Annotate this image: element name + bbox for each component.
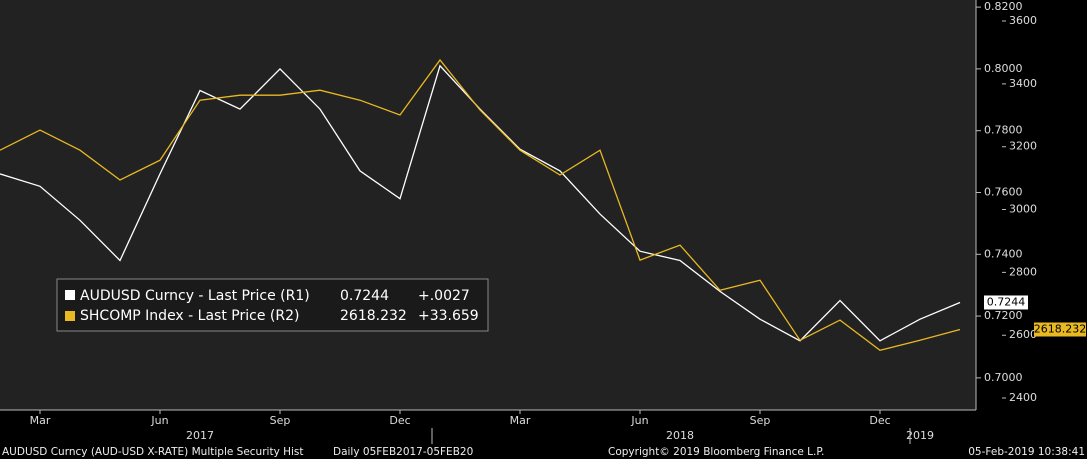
footer-text: Daily 05FEB2017-05FEB20 xyxy=(333,446,473,458)
legend-label: SHCOMP Index - Last Price (R2) xyxy=(80,308,299,324)
y-tick-label: 0.7000 xyxy=(984,371,1023,384)
legend-value: 2618.232 xyxy=(340,308,407,324)
last-value-tag xyxy=(1034,322,1086,337)
x-tick-label: Dec xyxy=(869,414,890,427)
x-year-label: 2019 xyxy=(906,429,934,442)
legend-value: 0.7244 xyxy=(340,288,389,304)
x-tick-label: Dec xyxy=(389,414,410,427)
y2-tick-label: 3200 xyxy=(1009,140,1037,153)
x-year-label: 2018 xyxy=(666,429,694,442)
series-line xyxy=(0,58,961,352)
x-tick-label: Jun xyxy=(630,414,648,427)
x-tick-label: Sep xyxy=(270,414,291,427)
y2-tick-label: 2800 xyxy=(1009,265,1037,278)
footer-text: Copyright© 2019 Bloomberg Finance L.P. xyxy=(608,446,824,458)
last-value-label: 0.7244 xyxy=(987,295,1026,308)
footer-text: 05-Feb-2019 10:38:41 xyxy=(968,446,1085,458)
x-year-label: 2017 xyxy=(186,429,214,442)
y-tick-label: 0.8000 xyxy=(984,62,1023,75)
plot-area xyxy=(0,0,976,410)
y2-tick-label: 3400 xyxy=(1009,77,1037,90)
legend-swatch xyxy=(65,311,75,321)
last-value-tag xyxy=(984,295,1028,310)
y-tick-label: 0.7600 xyxy=(984,185,1023,198)
y-tick-label: 0.7400 xyxy=(984,247,1023,260)
x-tick-label: Jun xyxy=(150,414,168,427)
legend-change: +33.659 xyxy=(418,308,479,324)
legend-label: AUDUSD Curncy - Last Price (R1) xyxy=(80,288,310,304)
y-tick-label: 0.7800 xyxy=(984,124,1023,137)
y2-tick-label: 2600 xyxy=(1009,328,1037,341)
x-tick-label: Sep xyxy=(750,414,771,427)
legend-swatch xyxy=(65,290,75,300)
footer-text: AUDUSD Curncy (AUD-USD X-RATE) Multiple … xyxy=(2,446,304,458)
y-tick-label: 0.8200 xyxy=(984,0,1023,13)
y-tick-label: 0.7200 xyxy=(984,309,1023,322)
y2-tick-label: 3000 xyxy=(1009,203,1037,216)
last-value-label: 2618.232 xyxy=(1034,322,1087,335)
y2-tick-label: 3600 xyxy=(1009,14,1037,27)
legend-change: +.0027 xyxy=(418,288,470,304)
legend xyxy=(56,278,489,332)
x-tick-label: Mar xyxy=(510,414,531,427)
y2-tick-label: 2400 xyxy=(1009,391,1037,404)
x-tick-label: Mar xyxy=(30,414,51,427)
